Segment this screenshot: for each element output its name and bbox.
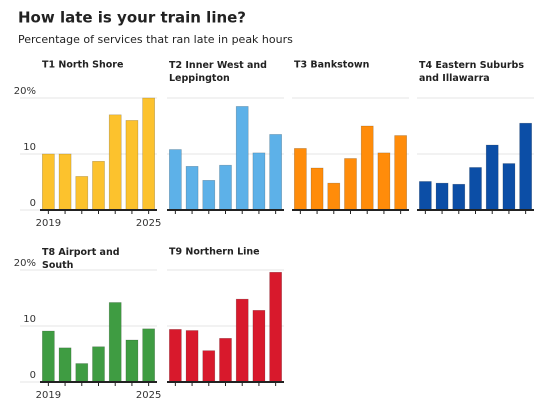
- bar: [310, 167, 324, 211]
- y-tick-label: 20%: [14, 258, 36, 269]
- bar: [42, 153, 55, 211]
- y-tick-label: 0: [30, 370, 36, 381]
- x-tick-label: 2025: [136, 218, 161, 229]
- x-tick-label: 2019: [36, 218, 61, 229]
- bar: [92, 346, 105, 383]
- panel-title: T2 Inner West and Leppington: [169, 60, 267, 84]
- y-tick-label: 0: [30, 198, 36, 209]
- panel-title: T3 Bankstown: [294, 60, 370, 71]
- bar: [419, 181, 432, 211]
- bar: [469, 167, 482, 211]
- bar: [169, 329, 182, 383]
- bar: [202, 180, 216, 211]
- bar: [394, 135, 407, 211]
- bar: [75, 176, 89, 211]
- bar: [435, 182, 449, 211]
- panel-title: T8 Airport and South: [42, 247, 120, 271]
- x-tick-label: 2025: [136, 390, 161, 401]
- y-tick-label: 20%: [14, 86, 36, 97]
- bar: [58, 347, 72, 383]
- bar: [75, 363, 89, 383]
- bar: [327, 182, 341, 211]
- bar: [252, 310, 266, 383]
- x-tick-label: 2019: [36, 390, 61, 401]
- y-tick-label: 10: [23, 314, 36, 325]
- bar: [185, 330, 199, 383]
- chart-subtitle: Percentage of services that ran late in …: [18, 33, 293, 46]
- bar: [485, 144, 499, 211]
- panel-title: T1 North Shore: [42, 60, 123, 71]
- bar: [377, 152, 391, 211]
- bar: [235, 106, 249, 211]
- bar: [360, 125, 374, 211]
- bar: [125, 120, 139, 211]
- bar: [142, 328, 155, 383]
- bar: [202, 350, 216, 383]
- bar: [219, 164, 232, 211]
- bar: [58, 153, 72, 211]
- bar: [142, 97, 155, 211]
- bar: [219, 338, 232, 383]
- chart-title: How late is your train line?: [18, 9, 246, 27]
- y-tick-label: 10: [23, 142, 36, 153]
- panel-title: T9 Northern Line: [169, 247, 260, 258]
- bar: [42, 330, 55, 383]
- bar: [344, 158, 357, 211]
- panel-title: T4 Eastern Suburbs and Illawarra: [419, 60, 524, 84]
- bar: [185, 166, 199, 211]
- bar: [269, 134, 282, 211]
- bar: [452, 183, 466, 211]
- bar: [269, 271, 282, 383]
- bar: [235, 298, 249, 383]
- bar: [125, 339, 139, 383]
- bar: [108, 114, 122, 211]
- bar: [169, 149, 182, 211]
- bar: [294, 148, 307, 211]
- bar: [92, 160, 105, 211]
- bar: [252, 152, 266, 211]
- bar: [519, 122, 532, 211]
- bar: [108, 302, 122, 383]
- bar: [502, 163, 516, 211]
